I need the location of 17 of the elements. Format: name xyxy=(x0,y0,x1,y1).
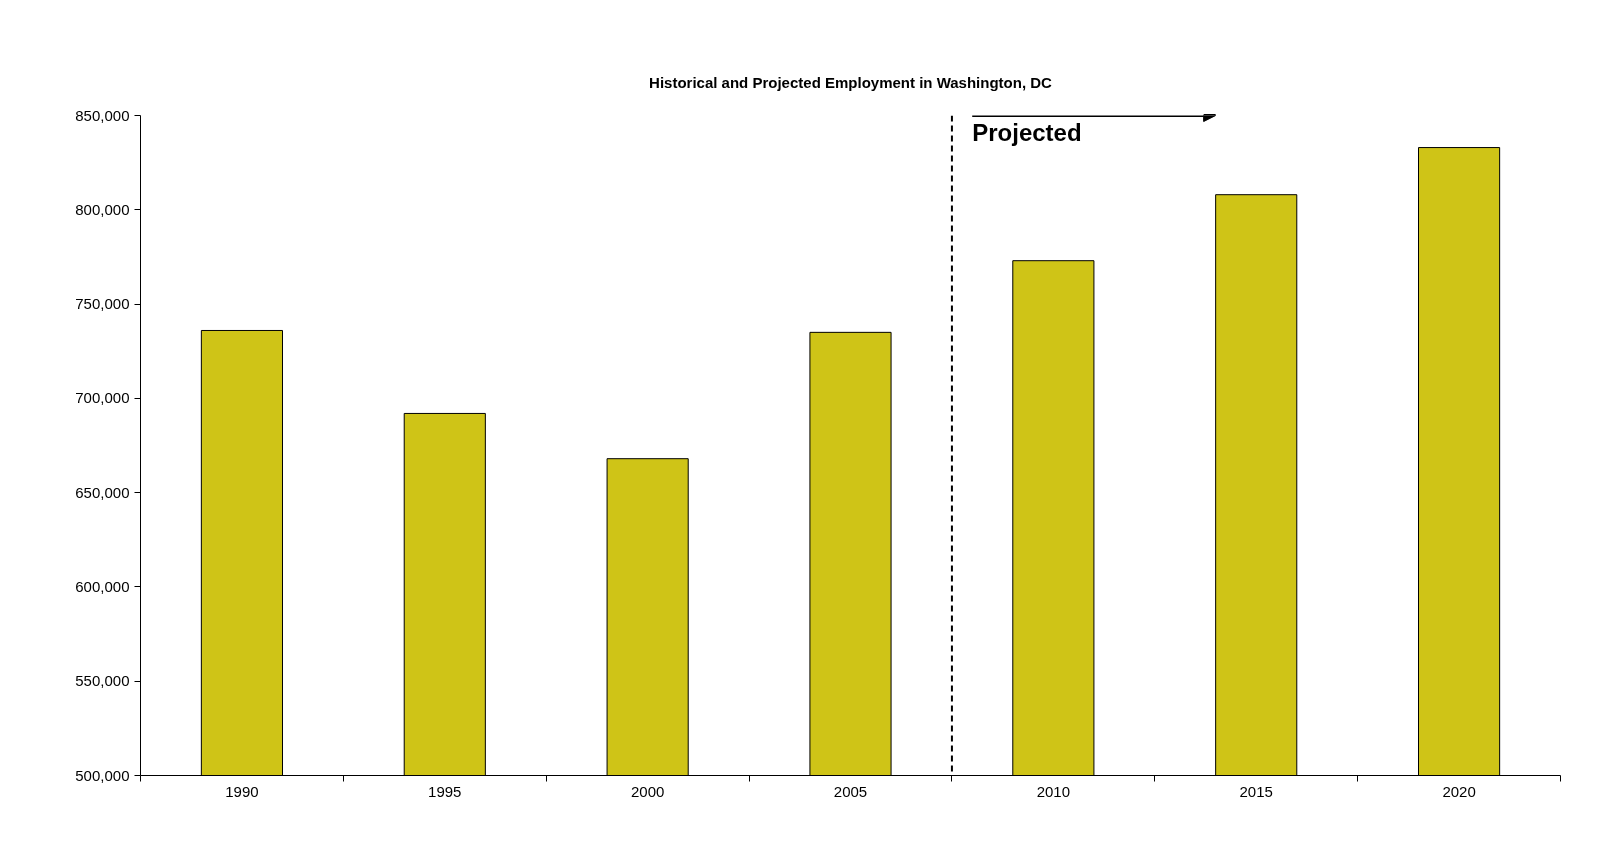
y-tick-label: 750,000 xyxy=(75,295,130,313)
y-tick-label: 650,000 xyxy=(75,483,130,501)
x-tick-label: 2005 xyxy=(833,782,868,800)
y-tick-label: 700,000 xyxy=(75,389,130,407)
chart-title: Historical and Projected Employment in Washington, DC xyxy=(649,73,1053,91)
x-tick-label: 2000 xyxy=(630,782,665,800)
x-tick-label: 2010 xyxy=(1036,782,1071,800)
x-tick-label: 1995 xyxy=(428,782,462,800)
y-tick-label: 800,000 xyxy=(75,200,130,218)
y-tick-label: 600,000 xyxy=(75,577,130,595)
ref-line-label: Projected xyxy=(972,118,1082,146)
x-tick-label: 2015 xyxy=(1239,782,1273,800)
y-tick-label: 550,000 xyxy=(75,672,130,690)
y-tick-label: 850,000 xyxy=(75,106,130,124)
x-tick-label: 2020 xyxy=(1442,782,1476,800)
x-tick-label: 1990 xyxy=(225,782,259,800)
y-tick-label: 500,000 xyxy=(75,766,130,784)
